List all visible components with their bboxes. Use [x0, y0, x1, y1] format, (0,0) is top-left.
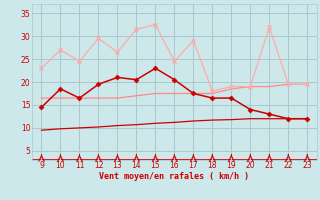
X-axis label: Vent moyen/en rafales ( km/h ): Vent moyen/en rafales ( km/h )	[100, 172, 249, 181]
